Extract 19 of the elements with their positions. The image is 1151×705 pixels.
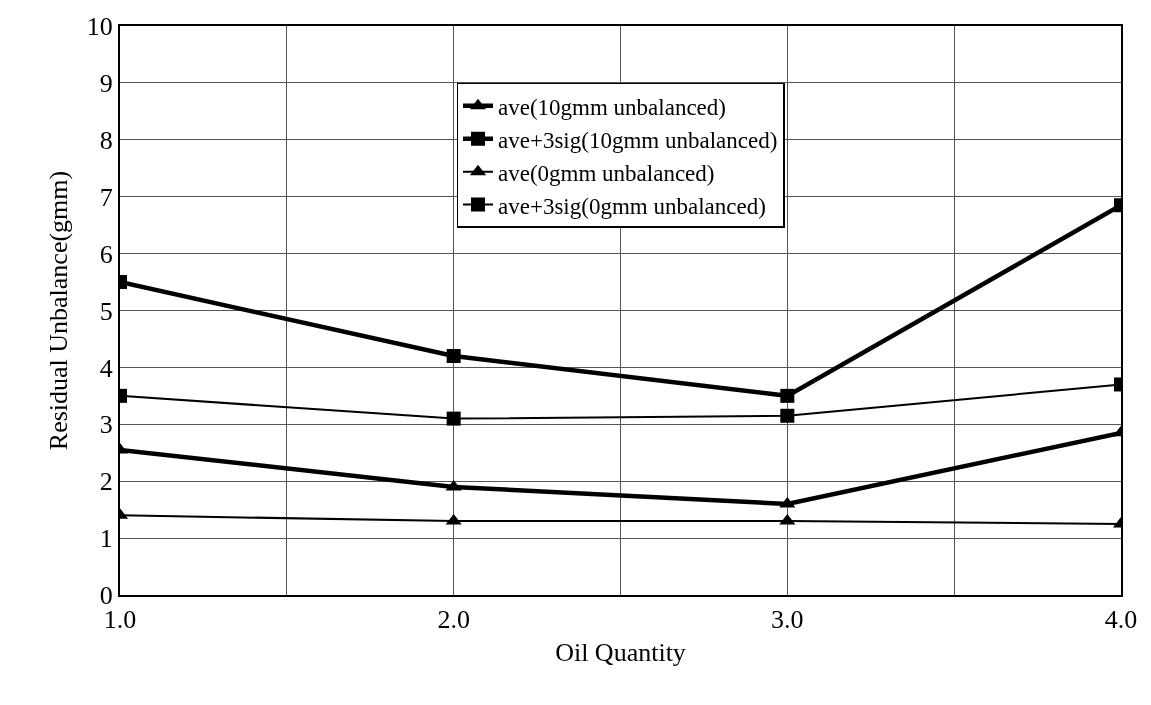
legend-label: ave+3sig(10gmm unbalanced) [498,127,778,153]
y-tick-label: 2 [99,467,113,497]
x-tick-label: 2.0 [437,605,470,635]
y-tick-label: 5 [99,296,113,326]
y-tick-label: 10 [86,12,113,42]
x-axis-title: Oil Quantity [555,638,686,668]
x-tick-label: 4.0 [1104,605,1138,635]
legend-label: ave(10gmm unbalanced) [498,94,726,120]
y-tick-label: 8 [99,125,113,155]
y-tick-label: 9 [99,69,113,98]
y-tick-label: 4 [99,353,113,383]
y-tick-label: 3 [99,410,113,440]
x-tick-label: 3.0 [771,605,804,635]
y-tick-label: 7 [99,182,113,212]
legend-label: ave(0gmm unbalanced) [498,160,715,186]
y-tick-label: 6 [99,239,113,269]
legend-label: ave+3sig(0gmm unbalanced) [498,193,766,219]
y-axis-title: Residual Unbalance(gmm) [43,170,73,451]
y-tick-label: 1 [99,524,113,554]
